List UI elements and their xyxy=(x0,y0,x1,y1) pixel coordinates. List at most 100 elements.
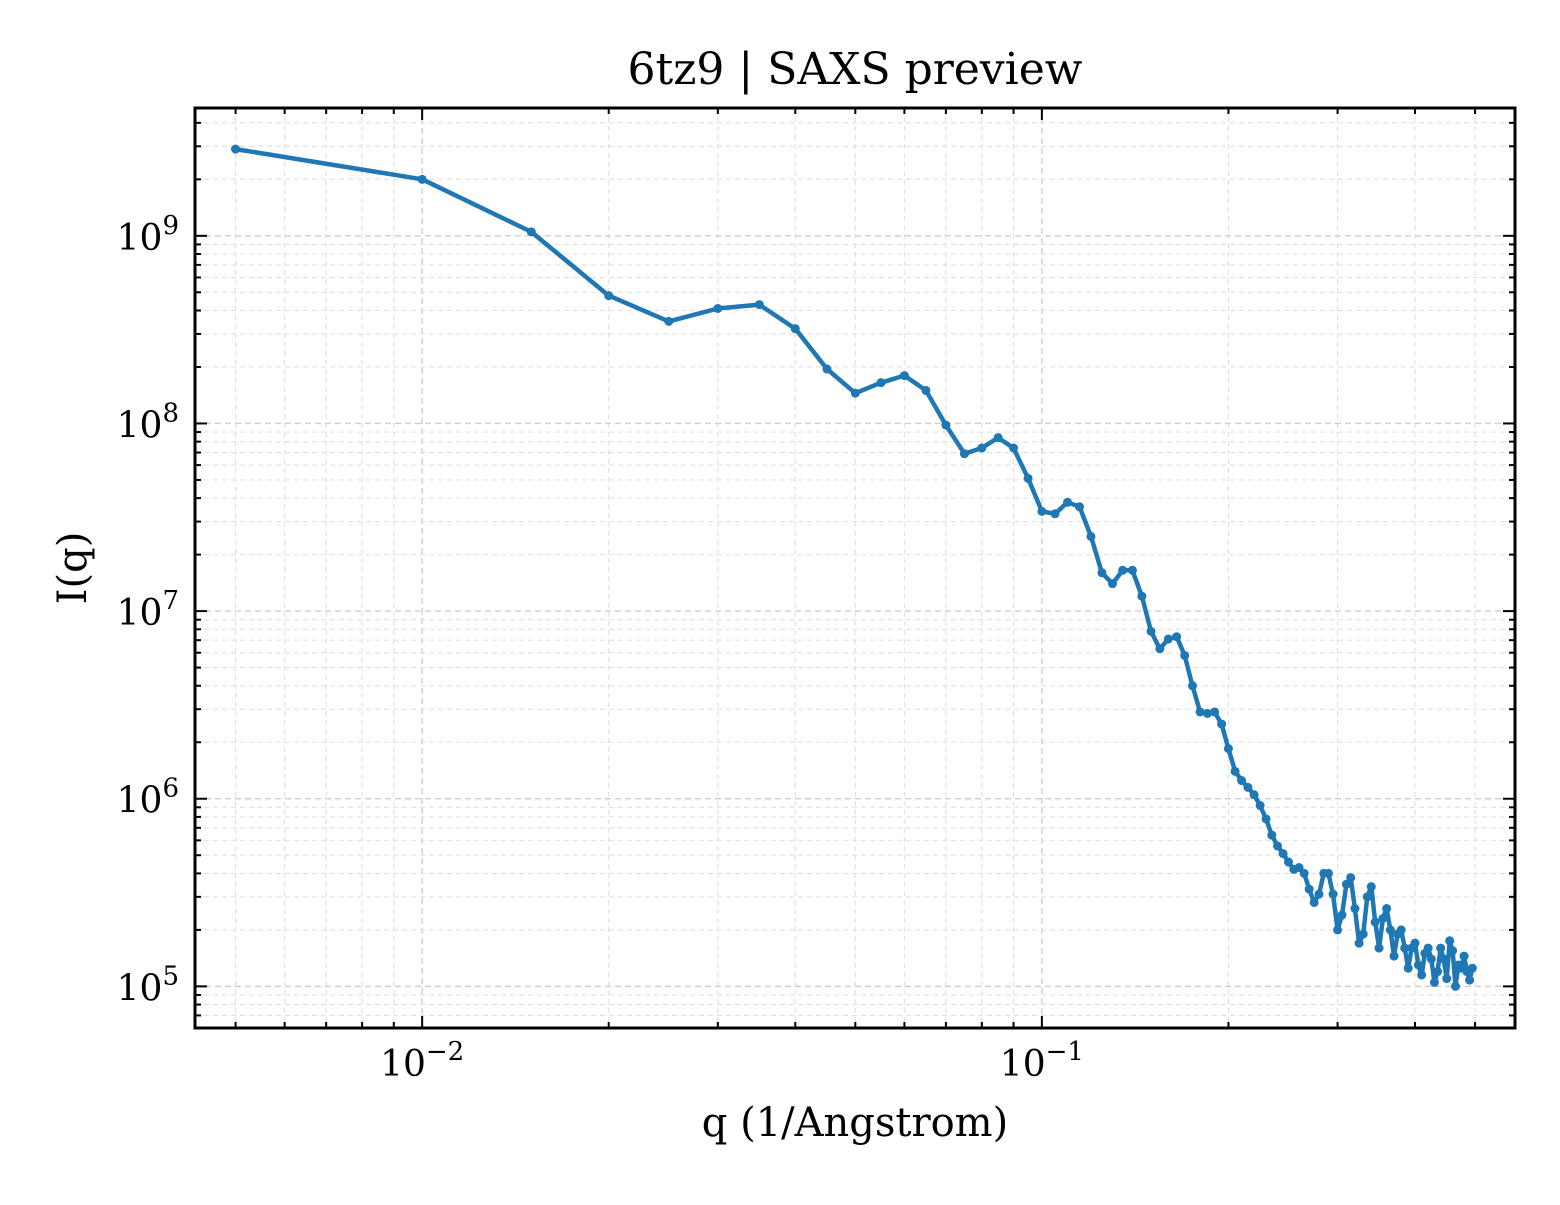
data-point xyxy=(1223,744,1233,754)
data-point xyxy=(1063,497,1073,507)
data-point xyxy=(1400,943,1410,953)
data-point xyxy=(790,324,800,334)
data-point xyxy=(1448,946,1458,956)
data-point xyxy=(1459,951,1469,961)
y-tick-label: 106 xyxy=(117,774,179,822)
data-point xyxy=(1396,925,1406,935)
data-point xyxy=(1050,509,1060,519)
data-point xyxy=(1107,579,1117,589)
data-point xyxy=(1433,967,1443,977)
data-point xyxy=(1370,917,1380,927)
data-point xyxy=(1333,925,1343,935)
data-point xyxy=(1358,929,1368,939)
data-point xyxy=(1451,981,1461,991)
x-axis-label: q (1/Angstrom) xyxy=(702,1100,1008,1146)
data-point xyxy=(604,291,614,301)
tick-labels: 10−2 10−1 105 106 107 108 109 xyxy=(117,211,1084,1085)
data-point xyxy=(1467,963,1477,973)
data-point xyxy=(1267,830,1277,840)
data-point xyxy=(713,303,723,313)
data-point xyxy=(1127,565,1137,575)
data-point xyxy=(1378,913,1388,923)
x-tick-label: 10−1 xyxy=(1000,1037,1084,1085)
y-tick-label: 107 xyxy=(117,586,179,634)
data-point xyxy=(1403,963,1413,973)
data-point xyxy=(1429,977,1439,987)
data-point xyxy=(1385,925,1395,935)
data-point xyxy=(1097,568,1107,578)
data-point xyxy=(1445,936,1455,946)
x-tick-label: 10−2 xyxy=(380,1037,464,1085)
data-point xyxy=(1118,565,1128,575)
data-point xyxy=(959,449,969,459)
data-point xyxy=(1037,506,1047,516)
data-point xyxy=(1442,974,1452,984)
data-point xyxy=(1389,951,1399,961)
data-point xyxy=(1413,960,1423,970)
y-tick-label: 105 xyxy=(117,961,179,1009)
data-point xyxy=(1273,841,1283,851)
data-point xyxy=(664,316,674,326)
data-point xyxy=(1410,938,1420,948)
data-point xyxy=(1299,868,1309,878)
data-point xyxy=(1074,502,1084,512)
data-point xyxy=(1283,857,1293,867)
data-point xyxy=(822,364,832,374)
data-point xyxy=(1328,889,1338,899)
data-point xyxy=(1346,873,1356,883)
data-point xyxy=(1423,943,1433,953)
data-point xyxy=(1217,719,1227,729)
data-point xyxy=(1350,904,1360,914)
data-point xyxy=(1261,814,1271,824)
data-point xyxy=(1249,790,1259,800)
data-point xyxy=(1180,650,1190,660)
chart-title: 6tz9 | SAXS preview xyxy=(628,44,1083,95)
data-point xyxy=(1341,879,1351,889)
data-point xyxy=(1187,681,1197,691)
data-point xyxy=(1086,531,1096,541)
data-point xyxy=(526,227,536,237)
data-point xyxy=(1255,801,1265,811)
data-point xyxy=(754,300,764,310)
y-axis-label: I(q) xyxy=(50,532,96,605)
data-point xyxy=(1465,975,1475,985)
y-tick-label: 109 xyxy=(117,211,179,259)
data-point xyxy=(1210,707,1220,717)
data-point xyxy=(1202,708,1212,718)
data-point xyxy=(1417,970,1427,980)
data-point xyxy=(1237,776,1247,786)
y-tick-label: 108 xyxy=(117,398,179,446)
data-point xyxy=(1314,889,1324,899)
data-point xyxy=(941,420,951,430)
data-point xyxy=(1195,707,1205,717)
data-point xyxy=(1374,943,1384,953)
data-point xyxy=(1146,626,1156,636)
grid xyxy=(195,108,1515,1029)
data-point xyxy=(899,371,909,381)
data-point xyxy=(1366,882,1376,892)
data-point xyxy=(1172,632,1182,642)
series-layer xyxy=(231,144,1477,991)
data-point xyxy=(1337,910,1347,920)
axis-ticks xyxy=(195,108,1515,1029)
data-point xyxy=(1023,473,1033,483)
data-point xyxy=(231,144,241,154)
data-point xyxy=(1278,849,1288,859)
data-point xyxy=(977,443,987,453)
data-point xyxy=(993,433,1003,443)
data-point xyxy=(1243,782,1253,792)
data-point xyxy=(1323,868,1333,878)
data-point xyxy=(1309,897,1319,907)
data-point xyxy=(417,174,427,184)
data-point xyxy=(1436,943,1446,953)
data-point xyxy=(1009,443,1019,453)
data-point xyxy=(1426,954,1436,964)
data-point xyxy=(1382,904,1392,914)
data-point xyxy=(1362,892,1372,902)
data-point xyxy=(1304,884,1314,894)
data-point xyxy=(1354,938,1364,948)
data-point xyxy=(1439,954,1449,964)
data-point xyxy=(921,385,931,395)
